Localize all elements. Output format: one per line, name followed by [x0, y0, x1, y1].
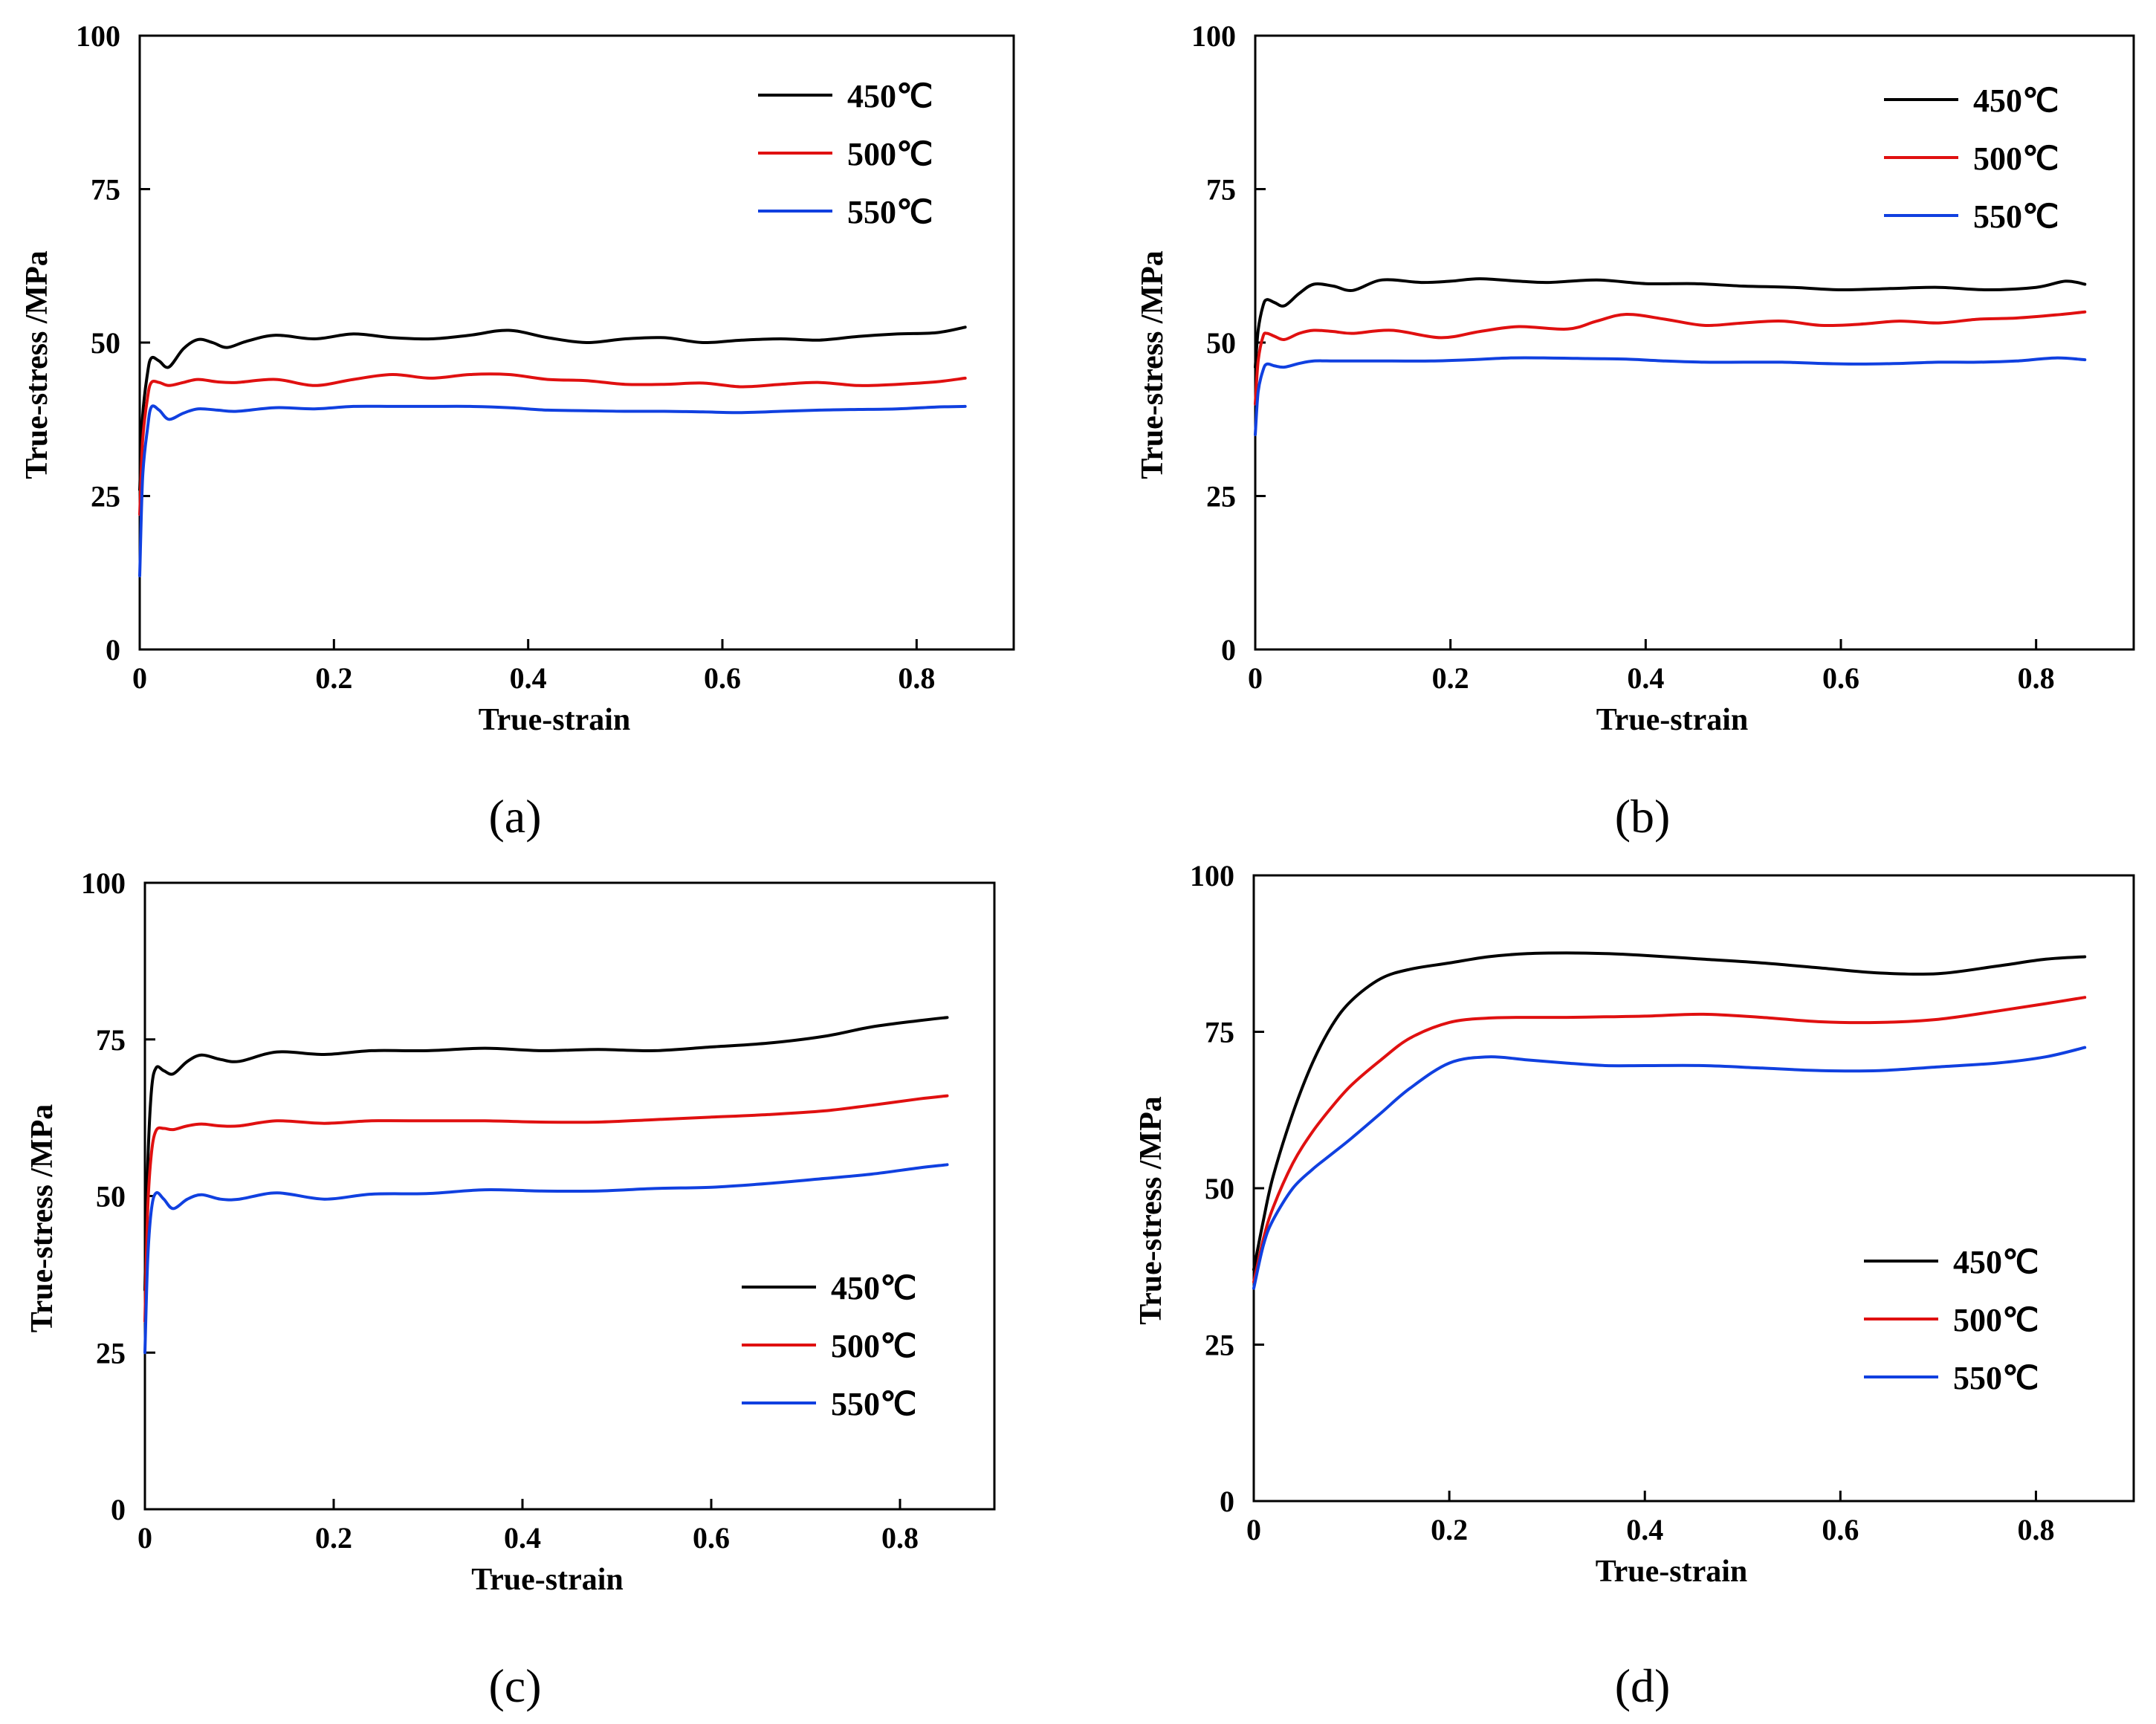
panel-caption: (c)	[488, 1659, 541, 1712]
y-tick-label: 75	[91, 173, 120, 207]
series-line-1	[138, 372, 967, 516]
y-tick-label: 75	[96, 1023, 126, 1057]
y-tick-label: 0	[1220, 1485, 1234, 1518]
panel-caption: (b)	[1615, 790, 1671, 843]
x-tick-label: 0	[1248, 661, 1263, 695]
legend-label: 550℃	[1973, 198, 2059, 235]
y-tick-label: 25	[91, 480, 120, 513]
x-tick-label: 0.8	[898, 661, 935, 695]
series-line-1	[143, 1094, 949, 1323]
x-tick-label: 0.8	[2018, 661, 2055, 695]
legend-label: 500℃	[1953, 1302, 2039, 1338]
x-tick-label: 0.8	[2017, 1513, 2054, 1546]
legend-label: 450℃	[1953, 1244, 2039, 1280]
x-tick-label: 0.2	[1431, 1513, 1468, 1546]
legend-label: 550℃	[831, 1386, 916, 1422]
series-line-2	[143, 1163, 949, 1355]
x-tick-label: 0	[137, 1521, 152, 1555]
legend-label: 450℃	[831, 1270, 916, 1306]
y-tick-label: 75	[1205, 1016, 1234, 1049]
chart-panel-c: 0 0.2 0.4 0.6 0.8 0 25 50 75 100 True-strain True-s…	[25, 866, 996, 1712]
chart-panel-a: 0 0.2 0.4 0.6 0.8 0 25 50 75 100 True-strain True-s…	[20, 19, 1015, 843]
series-line-0	[138, 325, 967, 492]
panel-caption: (a)	[488, 790, 541, 843]
x-tick-label: 0.6	[1822, 661, 1859, 695]
y-tick-label: 50	[1205, 1172, 1234, 1205]
y-tick-label: 50	[96, 1180, 126, 1213]
series-line-0	[1252, 951, 2087, 1271]
x-axis-label: True-strain	[1596, 1555, 1748, 1589]
legend-label: 500℃	[847, 136, 933, 172]
legend-label: 450℃	[847, 78, 933, 114]
y-tick-label: 50	[91, 326, 120, 360]
y-axis-label: True-stress /MPa	[20, 250, 54, 479]
series-line-2	[1252, 1046, 2087, 1290]
y-axis-label: True-stress /MPa	[1136, 250, 1170, 479]
x-axis-label: True-strain	[1596, 703, 1749, 737]
panel-caption: (d)	[1615, 1659, 1671, 1712]
x-tick-label: 0.2	[315, 1521, 352, 1555]
x-tick-label: 0.6	[693, 1521, 730, 1555]
series-line-2	[1254, 356, 2087, 436]
series-line-0	[1254, 277, 2087, 369]
series-line-1	[1252, 996, 2087, 1284]
y-tick-label: 100	[81, 866, 126, 900]
x-tick-label: 0	[132, 661, 147, 695]
y-tick-label: 0	[1221, 633, 1236, 667]
y-tick-label: 100	[1190, 859, 1234, 892]
x-tick-label: 0.6	[1822, 1513, 1859, 1546]
x-tick-label: 0.2	[1432, 661, 1469, 695]
series-line-1	[1254, 310, 2087, 406]
x-tick-label: 0.2	[315, 661, 352, 695]
y-tick-label: 25	[1206, 480, 1236, 513]
chart-panel-b: 0 0.2 0.4 0.6 0.8 0 25 50 75 100 True-strain True-s…	[1136, 19, 2135, 843]
plot-frame	[1252, 874, 2135, 1503]
y-axis-label: True-stress /MPa	[1134, 1096, 1168, 1325]
series-line-2	[138, 404, 967, 577]
y-tick-label: 25	[96, 1336, 126, 1370]
legend-label: 550℃	[847, 194, 933, 230]
x-axis-label: True-strain	[471, 1563, 624, 1597]
y-tick-label: 0	[111, 1493, 126, 1526]
y-tick-label: 50	[1206, 326, 1236, 360]
plot-frame	[1254, 34, 2135, 651]
legend-label: 500℃	[831, 1328, 916, 1364]
x-tick-label: 0.4	[1627, 661, 1664, 695]
x-axis-label: True-strain	[479, 703, 631, 737]
legend-label: 500℃	[1973, 140, 2059, 177]
y-tick-label: 100	[1191, 19, 1236, 53]
y-tick-label: 75	[1206, 173, 1236, 207]
y-tick-label: 25	[1205, 1329, 1234, 1362]
x-tick-label: 0.4	[510, 661, 547, 695]
x-tick-label: 0.4	[504, 1521, 541, 1555]
series-line-0	[143, 1016, 949, 1292]
y-tick-label: 100	[76, 19, 120, 53]
x-tick-label: 0	[1246, 1513, 1261, 1546]
x-tick-label: 0.8	[881, 1521, 919, 1555]
legend-label: 450℃	[1973, 82, 2059, 119]
y-axis-label: True-stress /MPa	[25, 1104, 59, 1333]
chart-panel-d: 0 0.2 0.4 0.6 0.8 0 25 50 75 100 True-strain True-s…	[1134, 859, 2135, 1712]
x-tick-label: 0.6	[704, 661, 741, 695]
x-tick-label: 0.4	[1626, 1513, 1663, 1546]
y-tick-label: 0	[106, 633, 120, 667]
legend-label: 550℃	[1953, 1360, 2039, 1396]
